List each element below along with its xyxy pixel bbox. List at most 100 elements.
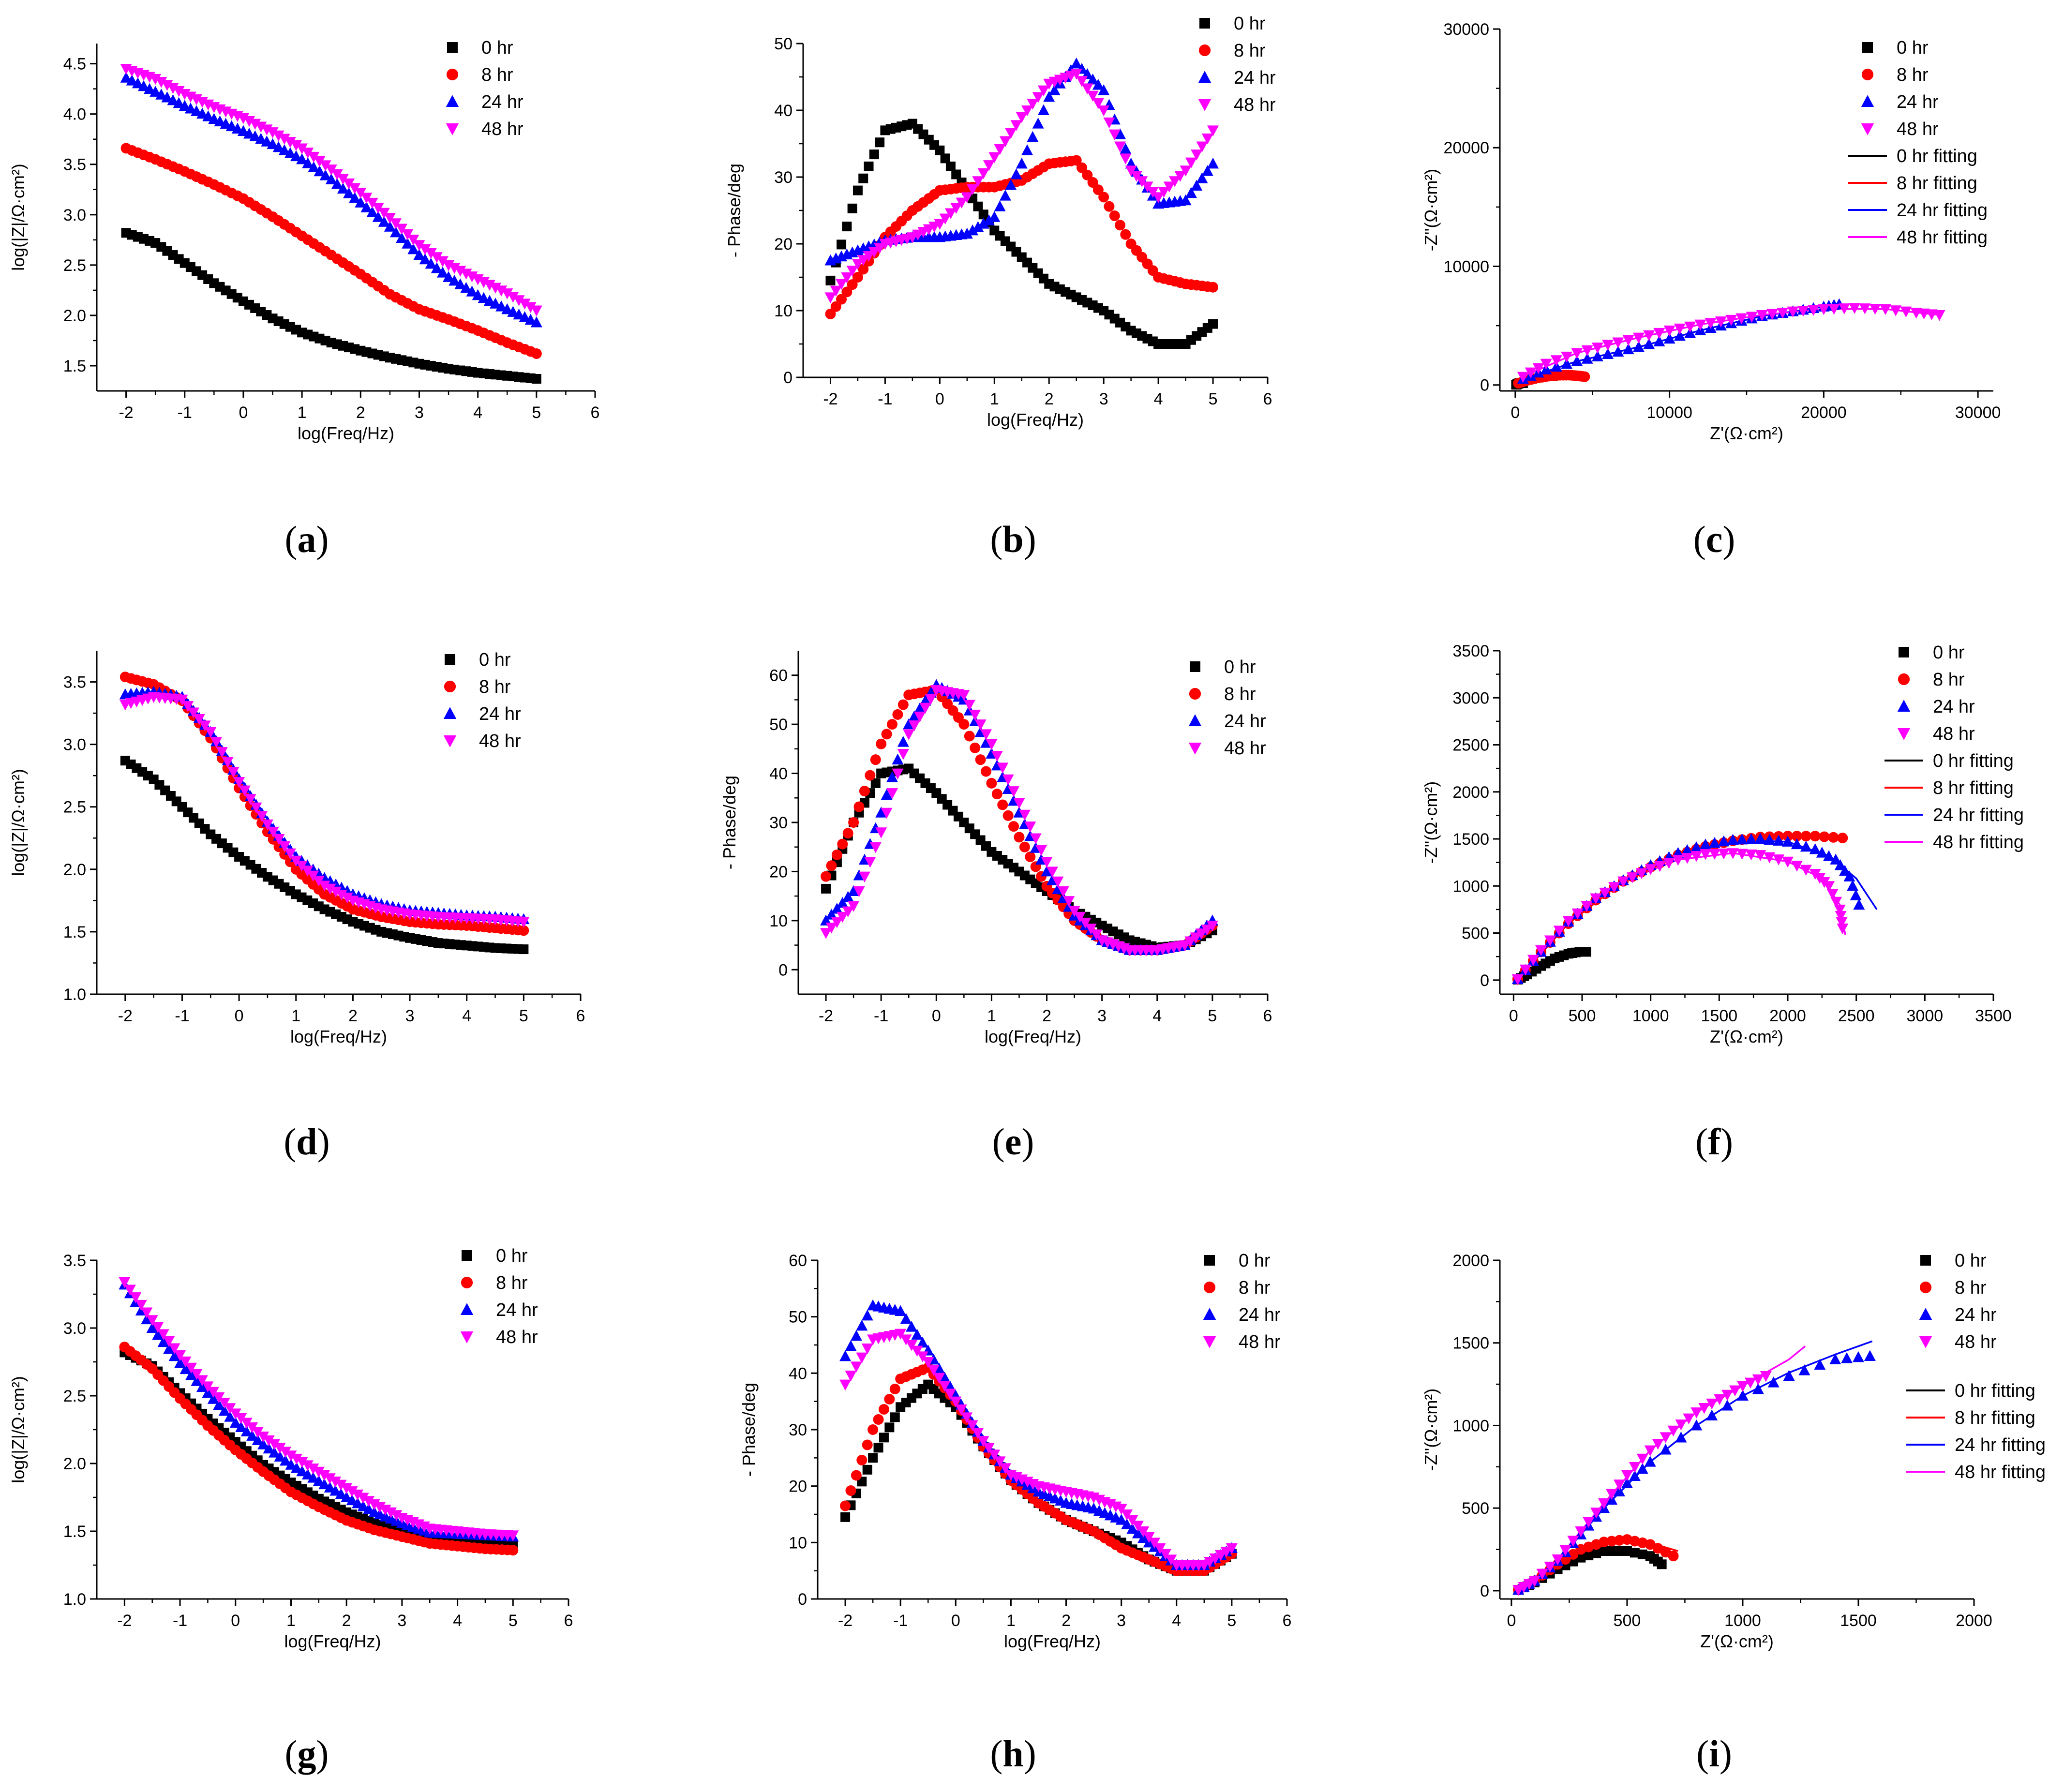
- chart-panel-b: -2 -1 0 1 2 3 4 5 6 0 10 20 30 40 50 log(Freq/Hz) - Phas…: [724, 14, 1276, 430]
- data-point: [1736, 833, 1748, 845]
- data-point: [1591, 343, 1603, 354]
- data-point: [240, 1425, 253, 1436]
- data-point: [1114, 141, 1126, 153]
- data-point: [1853, 898, 1865, 910]
- data-point: [1109, 210, 1120, 222]
- data-point: [983, 1443, 995, 1454]
- data-point: [191, 1369, 203, 1380]
- data-point: [490, 283, 501, 294]
- data-point: [1746, 312, 1758, 323]
- data-point: [257, 1432, 269, 1443]
- data-point: [1798, 1364, 1810, 1375]
- legend-marker: [444, 680, 456, 693]
- y-tick-label: 10000: [1443, 257, 1489, 276]
- data-point: [859, 786, 870, 797]
- x-tick-label: 5: [1227, 1612, 1236, 1630]
- legend-label: 24 hr fitting: [1933, 805, 2024, 825]
- chart-panel-c: 0 10000 20000 30000 0 10000 20000 30000 Z'(Ω·cm²…: [1421, 20, 2001, 443]
- data-point: [346, 1486, 358, 1497]
- data-point: [261, 819, 273, 831]
- x-tick-label: 4: [1154, 390, 1163, 408]
- data-point: [911, 1345, 923, 1357]
- y-tick-label: 50: [789, 1308, 807, 1327]
- data-point: [821, 871, 832, 882]
- caption-f: (f): [1695, 1120, 1733, 1163]
- data-point: [1068, 906, 1080, 917]
- data-point: [1816, 847, 1828, 858]
- data-point: [847, 279, 858, 290]
- legend-marker: [1898, 673, 1910, 686]
- x-tick-label: 1: [298, 403, 307, 422]
- x-tick-label: 0: [231, 1612, 240, 1630]
- data-point: [137, 80, 150, 91]
- data-point: [1208, 319, 1218, 329]
- data-point: [908, 720, 920, 732]
- data-point: [1764, 834, 1776, 845]
- x-tick-label: 3: [415, 403, 424, 422]
- data-point: [961, 1412, 973, 1423]
- data-point: [973, 201, 983, 211]
- y-tick-label: 60: [789, 1252, 807, 1270]
- data-point: [150, 74, 162, 85]
- data-point: [249, 119, 261, 130]
- x-axis-label: log(Freq/Hz): [298, 423, 394, 443]
- x-axis-label: log(Freq/Hz): [985, 1027, 1081, 1046]
- data-point: [1826, 889, 1839, 900]
- x-axis-label: log(Freq/Hz): [284, 1631, 381, 1651]
- data-point: [863, 251, 875, 262]
- data-point: [229, 1408, 241, 1419]
- x-tick-label: 20000: [1801, 403, 1847, 422]
- data-point: [842, 828, 853, 839]
- data-point: [372, 211, 384, 222]
- legend-label: 48 hr: [1955, 1332, 1997, 1352]
- y-tick-label: 0: [798, 1590, 807, 1609]
- legend: 0 hr 8 hr 24 hr 48 hr: [460, 1246, 538, 1347]
- data-point: [413, 249, 425, 260]
- data-point: [1091, 929, 1103, 941]
- data-point: [869, 842, 882, 853]
- data-point: [425, 257, 437, 269]
- data-point: [848, 817, 859, 828]
- y-tick-label: 3.5: [63, 1252, 86, 1270]
- data-point: [1204, 1557, 1216, 1568]
- chart-panel-f: 0 500 1000 1500 2000 2500 3000 3500 0 500 1000 1500…: [1421, 642, 2024, 1046]
- data-point: [274, 1450, 286, 1462]
- data-point: [1632, 332, 1645, 344]
- data-point: [856, 1455, 867, 1465]
- y-tick-label: 3.0: [63, 1319, 86, 1338]
- x-tick-label: 0: [935, 390, 944, 408]
- data-point: [278, 144, 290, 155]
- data-point: [1581, 947, 1591, 957]
- data-point: [961, 192, 973, 203]
- data-point: [1613, 1479, 1625, 1491]
- data-point: [876, 738, 887, 749]
- data-point: [978, 209, 988, 220]
- data-point: [1184, 936, 1197, 947]
- data-point: [826, 860, 837, 871]
- x-axis-label: Z'(Ω·cm²): [1710, 1027, 1783, 1046]
- data-point: [886, 788, 898, 799]
- data-point: [329, 1476, 342, 1488]
- data-point: [296, 1457, 308, 1468]
- data-point: [324, 883, 336, 895]
- y-tick-label: 1000: [1452, 1417, 1489, 1435]
- data-point: [1070, 57, 1082, 69]
- series-48-hr: [120, 64, 542, 317]
- data-point: [1169, 176, 1181, 187]
- data-point: [922, 1357, 934, 1368]
- data-point: [1215, 1550, 1227, 1561]
- data-point: [1540, 358, 1552, 370]
- data-point: [163, 1343, 175, 1354]
- data-point: [1681, 844, 1693, 855]
- legend-marker: [1189, 687, 1201, 700]
- data-point: [1836, 917, 1848, 928]
- x-tick-label: 5: [519, 1007, 528, 1025]
- data-point: [1528, 1576, 1541, 1587]
- data-point: [188, 707, 199, 719]
- data-point: [1782, 836, 1794, 847]
- data-point: [875, 827, 887, 838]
- data-point: [1087, 74, 1099, 85]
- y-tick-label: 2.0: [63, 1455, 86, 1473]
- series-8-hr: [840, 1362, 1237, 1576]
- data-point: [1683, 1413, 1695, 1425]
